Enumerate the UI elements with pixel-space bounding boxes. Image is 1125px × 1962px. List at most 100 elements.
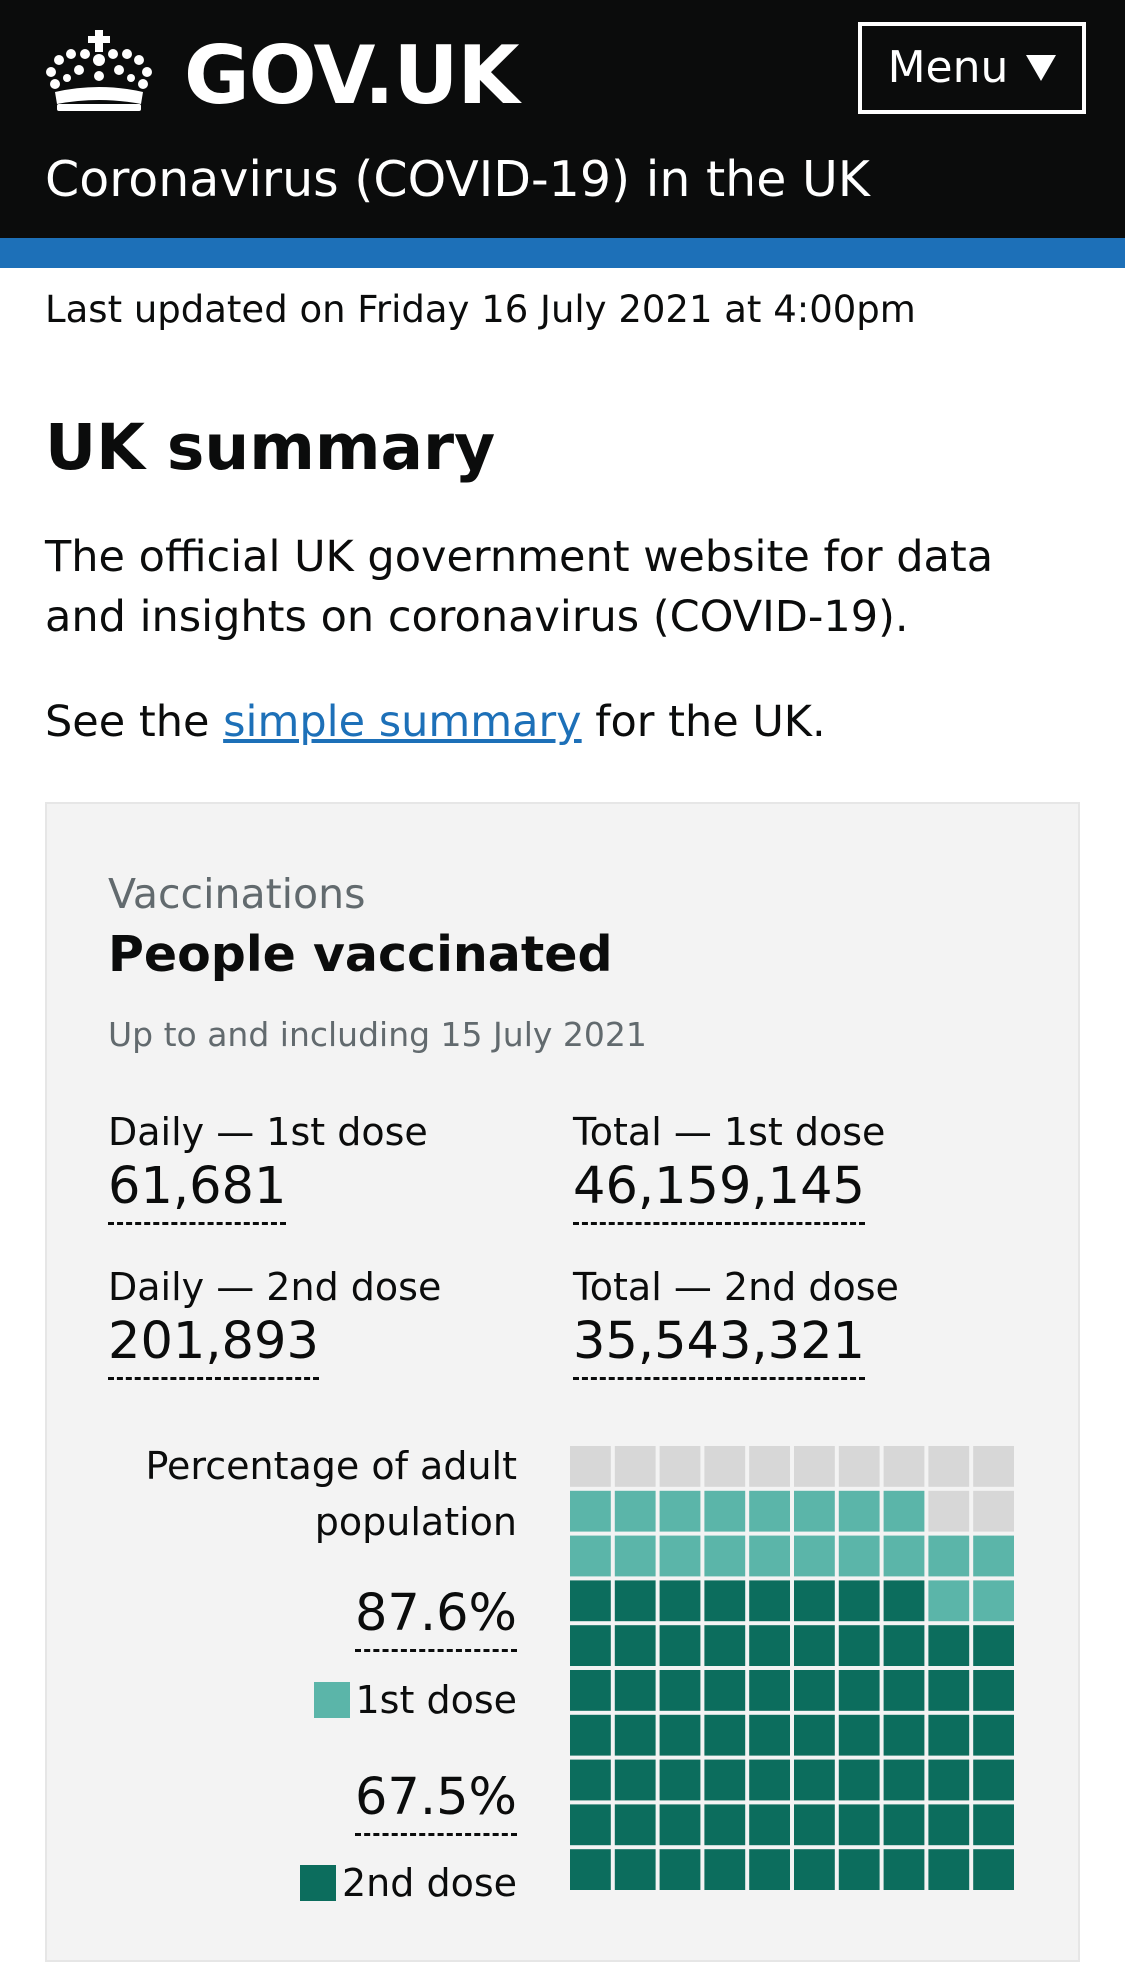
second-dose-percent[interactable]: 67.5% [354,1767,517,1836]
menu-label: Menu [887,42,1009,93]
waffle-cell-second-dose [883,1625,925,1666]
metric-label: Total — 2nd dose [573,1265,899,1309]
waffle-cell-first-dose [838,1490,880,1532]
waffle-cell-first-dose [659,1490,701,1532]
waffle-cell-second-dose [570,1849,611,1890]
waffle-cell-first-dose [704,1490,746,1532]
waffle-cell-second-dose [883,1670,925,1711]
waffle-cell-second-dose [614,1804,656,1846]
waffle-cell-second-dose [570,1580,611,1622]
waffle-cell-remaining [749,1446,790,1487]
waffle-cell-second-dose [838,1714,880,1756]
metric-total-second-dose: Total — 2nd dose 35,543,321 [573,1263,899,1380]
waffle-cell-second-dose [883,1714,925,1756]
waffle-cell-second-dose [794,1580,835,1622]
waffle-cell-second-dose [614,1759,656,1801]
waffle-cell-first-dose [838,1535,880,1577]
waffle-cell-second-dose [704,1580,746,1622]
metric-label: Daily — 2nd dose [108,1265,442,1309]
waffle-cell-first-dose [883,1490,925,1532]
waffle-cell-second-dose [704,1849,746,1890]
waffle-cell-second-dose [749,1804,790,1846]
waffle-cell-first-dose [794,1535,835,1577]
waffle-cell-second-dose [973,1849,1014,1890]
waffle-cell-remaining [794,1446,835,1487]
waffle-cell-second-dose [659,1625,701,1666]
waffle-cell-second-dose [973,1625,1014,1666]
waffle-cell-second-dose [838,1670,880,1711]
metric-label: Daily — 1st dose [108,1110,428,1154]
waffle-cell-second-dose [570,1714,611,1756]
waffle-cell-second-dose [659,1714,701,1756]
waffle-cell-second-dose [928,1625,970,1666]
legend-first-dose: 1st dose [313,1676,518,1724]
waffle-cell-first-dose [614,1535,656,1577]
waffle-cell-second-dose [928,1670,970,1711]
waffle-cell-second-dose [704,1804,746,1846]
waffle-cell-remaining [614,1446,656,1487]
waffle-cell-second-dose [659,1849,701,1890]
waffle-cell-second-dose [614,1714,656,1756]
intro-text: The official UK government website for d… [45,532,994,642]
waffle-cell-second-dose [838,1804,880,1846]
metric-value[interactable]: 46,159,145 [573,1156,866,1225]
legend-second-dose: 2nd dose [299,1859,517,1907]
card-caption: Vaccinations [108,870,366,918]
waffle-cell-second-dose [794,1759,835,1801]
waffle-cell-second-dose [838,1759,880,1801]
service-name[interactable]: Coronavirus (COVID-19) in the UK [45,151,870,208]
waffle-cell-second-dose [614,1580,656,1622]
see-prefix: See the [45,697,224,747]
card-date-note: Up to and including 15 July 2021 [108,1015,647,1054]
waffle-cell-second-dose [659,1580,701,1622]
waffle-cell-second-dose [883,1849,925,1890]
waffle-cell-second-dose [749,1625,790,1666]
waffle-cell-second-dose [614,1849,656,1890]
waffle-cell-first-dose [749,1490,790,1532]
waffle-cell-second-dose [749,1849,790,1890]
waffle-cell-second-dose [704,1759,746,1801]
waffle-cell-first-dose [928,1535,970,1577]
crown-icon[interactable] [45,30,153,112]
waffle-cell-second-dose [838,1849,880,1890]
see-suffix: for the UK. [581,697,826,747]
waffle-cell-second-dose [749,1759,790,1801]
waffle-cell-first-dose [794,1490,835,1532]
waffle-cell-second-dose [928,1849,970,1890]
second-dose-swatch [299,1865,336,1901]
metric-value[interactable]: 61,681 [108,1156,287,1225]
simple-summary-link[interactable]: simple summary [223,697,582,747]
waffle-cell-first-dose [973,1535,1014,1577]
metric-value[interactable]: 201,893 [108,1311,319,1380]
header-accent-bar [0,238,1125,268]
waffle-cell-second-dose [749,1714,790,1756]
waffle-cell-second-dose [883,1580,925,1622]
waffle-cell-first-dose [704,1535,746,1577]
waffle-cell-second-dose [928,1759,970,1801]
waffle-cell-second-dose [794,1714,835,1756]
waffle-cell-second-dose [838,1580,880,1622]
first-dose-swatch [313,1682,350,1718]
triangle-down-icon [1026,55,1057,81]
waffle-cell-second-dose [704,1714,746,1756]
metric-label: Total — 1st dose [573,1110,886,1154]
legend-first-dose-label: 1st dose [355,1678,518,1722]
waffle-cell-second-dose [883,1759,925,1801]
waffle-cell-second-dose [794,1670,835,1711]
waffle-cell-first-dose [883,1535,925,1577]
waffle-cell-second-dose [928,1714,970,1756]
waffle-cell-second-dose [794,1849,835,1890]
waffle-cell-first-dose [749,1535,790,1577]
waffle-cell-second-dose [838,1625,880,1666]
waffle-heading: Percentage of adult population [145,1444,517,1544]
metric-daily-second-dose: Daily — 2nd dose 201,893 [108,1263,441,1380]
waffle-cell-second-dose [973,1759,1014,1801]
first-dose-percent[interactable]: 87.6% [354,1583,517,1652]
waffle-cell-second-dose [570,1759,611,1801]
waffle-cell-second-dose [973,1804,1014,1846]
menu-button[interactable]: Menu [858,22,1086,114]
card-title[interactable]: People vaccinated [108,926,613,983]
govuk-logo-text[interactable]: GOV.UK [184,29,519,122]
metric-value[interactable]: 35,543,321 [573,1311,866,1380]
waffle-cell-remaining [928,1490,970,1532]
